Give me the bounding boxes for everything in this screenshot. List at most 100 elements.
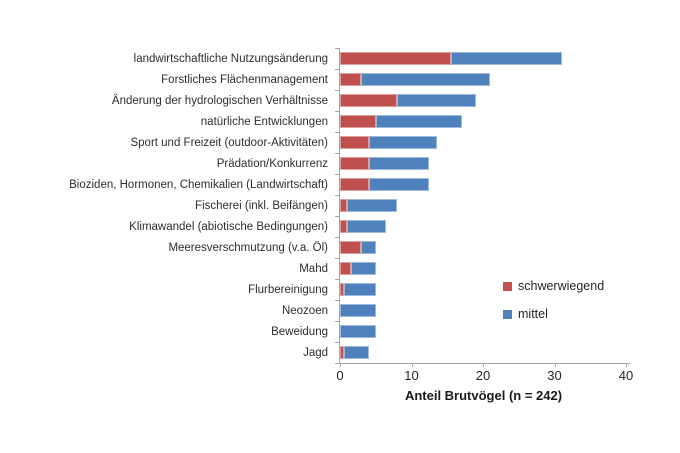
y-axis-tick (335, 48, 340, 49)
bar-segment-schwerwiegend (340, 52, 451, 65)
bar-track (340, 346, 626, 359)
bar-track (340, 115, 626, 128)
y-axis-tick (335, 195, 340, 196)
x-axis-tick (554, 363, 556, 367)
legend-item-mittel: mittel (503, 307, 604, 321)
bar-row: Änderung der hydrologischen Verhältnisse (0, 90, 680, 111)
bar-track (340, 220, 626, 233)
category-label: Jagd (303, 346, 328, 359)
bar-segment-schwerwiegend (340, 220, 348, 233)
bar-segment-schwerwiegend (340, 136, 369, 149)
category-label: Bioziden, Hormonen, Chemikalien (Landwir… (69, 178, 328, 191)
bar-segment-schwerwiegend (340, 283, 344, 296)
bar-segment-mittel (343, 346, 369, 359)
x-axis-tick-label: 40 (618, 368, 634, 383)
bar-row: Mahd (0, 258, 680, 279)
y-axis-tick (335, 90, 340, 91)
bar-segment-schwerwiegend (340, 241, 362, 254)
bar-track (340, 304, 626, 317)
legend-item-schwerwiegend: schwerwiegend (503, 279, 604, 293)
bar-track (340, 262, 626, 275)
bar-segment-mittel (350, 262, 376, 275)
legend-swatch-schwerwiegend (503, 281, 512, 291)
category-label: Sport und Freizeit (outdoor-Aktivitäten) (130, 136, 328, 149)
bar-segment-mittel (375, 115, 462, 128)
x-axis-tick (483, 363, 484, 367)
bar-segment-schwerwiegend (340, 262, 351, 275)
bar-row: Fischerei (inkl. Beifängen) (0, 195, 680, 216)
y-axis-tick (335, 258, 340, 259)
category-label: Meeresverschmutzung (v.a. Öl) (168, 241, 328, 254)
bar-segment-schwerwiegend (340, 178, 369, 191)
y-axis-tick (335, 237, 340, 238)
bar-row: Bioziden, Hormonen, Chemikalien (Landwir… (0, 174, 680, 195)
x-axis-tick (411, 363, 413, 367)
bar-row: Meeresverschmutzung (v.a. Öl) (0, 237, 680, 258)
bar-track (340, 94, 626, 107)
bar-segment-schwerwiegend (340, 346, 344, 359)
y-axis-line (339, 48, 340, 363)
bar-segment-mittel (368, 136, 437, 149)
bar-segment-mittel (368, 178, 430, 191)
legend-swatch-mittel (503, 309, 512, 319)
bar-row: Jagd (0, 342, 680, 363)
y-axis-tick (335, 342, 340, 343)
category-label: Neozoen (281, 304, 328, 317)
bar-track (340, 283, 626, 296)
bar-track (340, 178, 626, 191)
bar-segment-mittel (343, 283, 376, 296)
bar-segment-schwerwiegend (340, 73, 362, 86)
x-axis-title: Anteil Brutvögel (n = 242) (404, 388, 563, 403)
bar-segment-schwerwiegend (340, 199, 348, 212)
y-axis-tick (335, 69, 340, 70)
category-label: Änderung der hydrologischen Verhältnisse (111, 94, 328, 107)
bar-row: Flurbereinigung (0, 279, 680, 300)
bar-track (340, 241, 626, 254)
y-axis-tick (335, 153, 340, 154)
legend-label-schwerwiegend: schwerwiegend (518, 279, 605, 293)
legend: schwerwiegend mittel (503, 279, 604, 321)
bar-rows: landwirtschaftliche Nutzungsänderung Fors… (0, 48, 680, 363)
bar-segment-mittel (397, 94, 476, 107)
bar-segment-mittel (450, 52, 562, 65)
x-axis-tick-label: 0 (336, 368, 344, 383)
y-axis-tick (335, 279, 340, 280)
category-label: Beweidung (271, 325, 328, 338)
bar-segment-mittel (340, 325, 376, 338)
bar-segment-schwerwiegend (340, 157, 369, 170)
bar-row: Neozoen (0, 300, 680, 321)
bar-row: natürliche Entwicklungen (0, 111, 680, 132)
y-axis-tick (335, 363, 340, 364)
category-label: Klimawandel (abiotische Bedingungen) (129, 220, 328, 233)
y-axis-tick (335, 111, 340, 112)
bar-segment-mittel (368, 157, 430, 170)
y-axis-tick (335, 216, 340, 217)
x-axis-tick (340, 363, 341, 367)
x-axis-tick (626, 363, 627, 367)
category-label: Prädation/Konkurrenz (216, 157, 328, 170)
x-axis-tick-label: 10 (404, 368, 419, 383)
bar-row: landwirtschaftliche Nutzungsänderung (0, 48, 680, 69)
bar-row: Beweidung (0, 321, 680, 342)
bar-track (340, 325, 626, 338)
category-label: Flurbereinigung (248, 283, 328, 296)
bar-segment-mittel (347, 220, 387, 233)
category-label: natürliche Entwicklungen (200, 115, 328, 128)
category-label: Fischerei (inkl. Beifängen) (195, 199, 328, 212)
legend-label-mittel: mittel (518, 307, 548, 321)
bar-segment-schwerwiegend (340, 115, 376, 128)
y-axis-tick (335, 132, 340, 133)
bar-row: Forstliches Flächenmanagement (0, 69, 680, 90)
bar-track (340, 73, 626, 86)
category-label: landwirtschaftliche Nutzungsänderung (133, 52, 328, 65)
bar-row: Prädation/Konkurrenz (0, 153, 680, 174)
y-axis-tick (335, 174, 340, 175)
bar-row: Klimawandel (abiotische Bedingungen) (0, 216, 680, 237)
y-axis-tick (335, 300, 340, 301)
bar-segment-mittel (361, 241, 376, 254)
bar-segment-mittel (361, 73, 491, 86)
bar-segment-mittel (347, 199, 398, 212)
x-axis-tick-label: 20 (475, 368, 491, 383)
bar-track (340, 136, 626, 149)
